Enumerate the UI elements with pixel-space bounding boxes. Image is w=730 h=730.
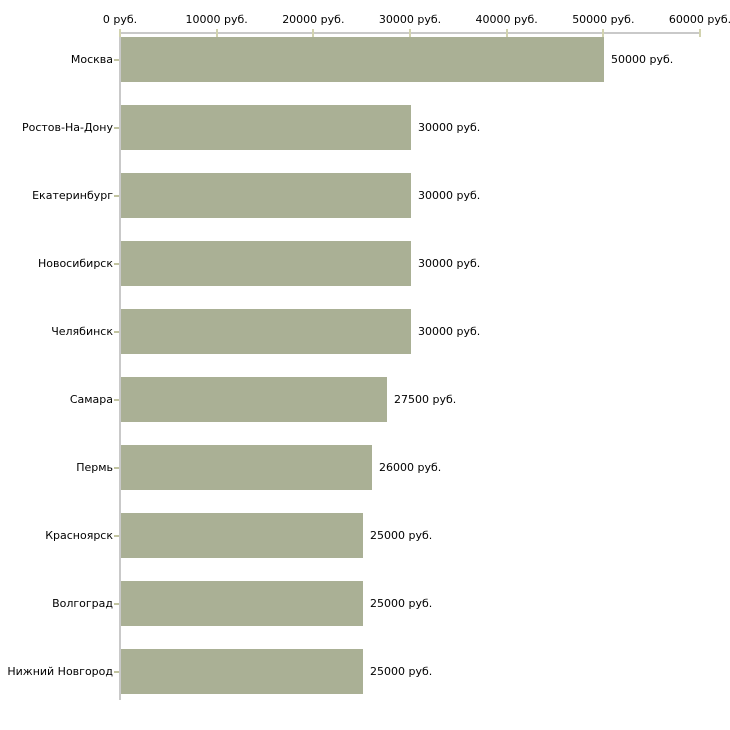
bar [121, 309, 411, 354]
x-axis-tick [409, 29, 411, 37]
bar [121, 105, 411, 150]
value-label: 30000 руб. [418, 324, 481, 338]
y-axis-tick [114, 534, 119, 537]
y-axis-tick [114, 466, 119, 469]
y-axis-tick [114, 670, 119, 673]
bar [121, 37, 604, 82]
category-label: Новосибирск [37, 256, 113, 270]
value-label: 26000 руб. [379, 460, 442, 474]
y-axis-tick [114, 194, 119, 197]
value-label: 30000 руб. [418, 188, 481, 202]
bar [121, 513, 363, 558]
bar [121, 241, 411, 286]
y-axis-tick [114, 398, 119, 401]
value-label: 25000 руб. [370, 528, 433, 542]
value-label: 27500 руб. [394, 392, 457, 406]
category-label: Ростов-На-Дону [21, 120, 113, 134]
x-axis-tick-label: 20000 руб. [282, 13, 345, 26]
x-axis-tick-label: 60000 руб. [668, 13, 730, 26]
x-axis-tick [699, 29, 701, 37]
value-label: 25000 руб. [370, 664, 433, 678]
x-axis-tick [602, 29, 605, 37]
value-label: 50000 руб. [611, 52, 674, 66]
x-axis-tick-label: 10000 руб. [185, 13, 248, 26]
x-axis-tick [119, 29, 121, 37]
category-label: Нижний Новгород [7, 664, 113, 678]
y-axis-tick [114, 602, 119, 605]
x-axis-tick-label: 40000 руб. [475, 13, 538, 26]
x-axis-tick-label: 50000 руб. [572, 13, 635, 26]
x-axis-tick [312, 29, 315, 37]
value-label: 30000 руб. [418, 256, 481, 270]
category-label: Челябинск [51, 324, 113, 338]
x-axis-tick [505, 29, 508, 37]
category-label: Екатеринбург [32, 188, 113, 202]
y-axis-tick [114, 330, 119, 333]
value-label: 25000 руб. [370, 596, 433, 610]
x-axis-tick [215, 29, 218, 37]
bar [121, 377, 387, 422]
bar [121, 649, 363, 694]
y-axis-tick [114, 126, 119, 129]
x-axis-tick-label: 30000 руб. [378, 13, 442, 26]
x-axis-tick-label: 0 руб. [102, 13, 138, 26]
value-label: 30000 руб. [418, 120, 481, 134]
category-label: Самара [69, 392, 113, 406]
bar [121, 445, 372, 490]
category-label: Москва [70, 52, 113, 66]
y-axis-line [119, 32, 121, 700]
category-label: Пермь [76, 460, 113, 474]
category-label: Красноярск [45, 528, 113, 542]
bar [121, 173, 411, 218]
y-axis-tick [114, 58, 119, 61]
category-label: Волгоград [52, 596, 113, 610]
y-axis-tick [114, 262, 119, 265]
bar [121, 581, 363, 626]
